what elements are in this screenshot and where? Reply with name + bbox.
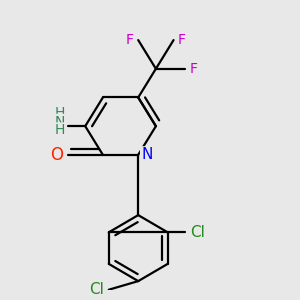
Text: F: F	[126, 33, 134, 47]
Text: N: N	[55, 115, 65, 129]
Text: F: F	[190, 62, 198, 76]
Text: F: F	[178, 33, 186, 47]
Text: O: O	[50, 146, 63, 164]
Text: N: N	[141, 147, 152, 162]
Text: H: H	[55, 124, 65, 137]
Text: Cl: Cl	[190, 225, 205, 240]
Text: H: H	[55, 106, 65, 120]
Text: Cl: Cl	[89, 282, 104, 297]
